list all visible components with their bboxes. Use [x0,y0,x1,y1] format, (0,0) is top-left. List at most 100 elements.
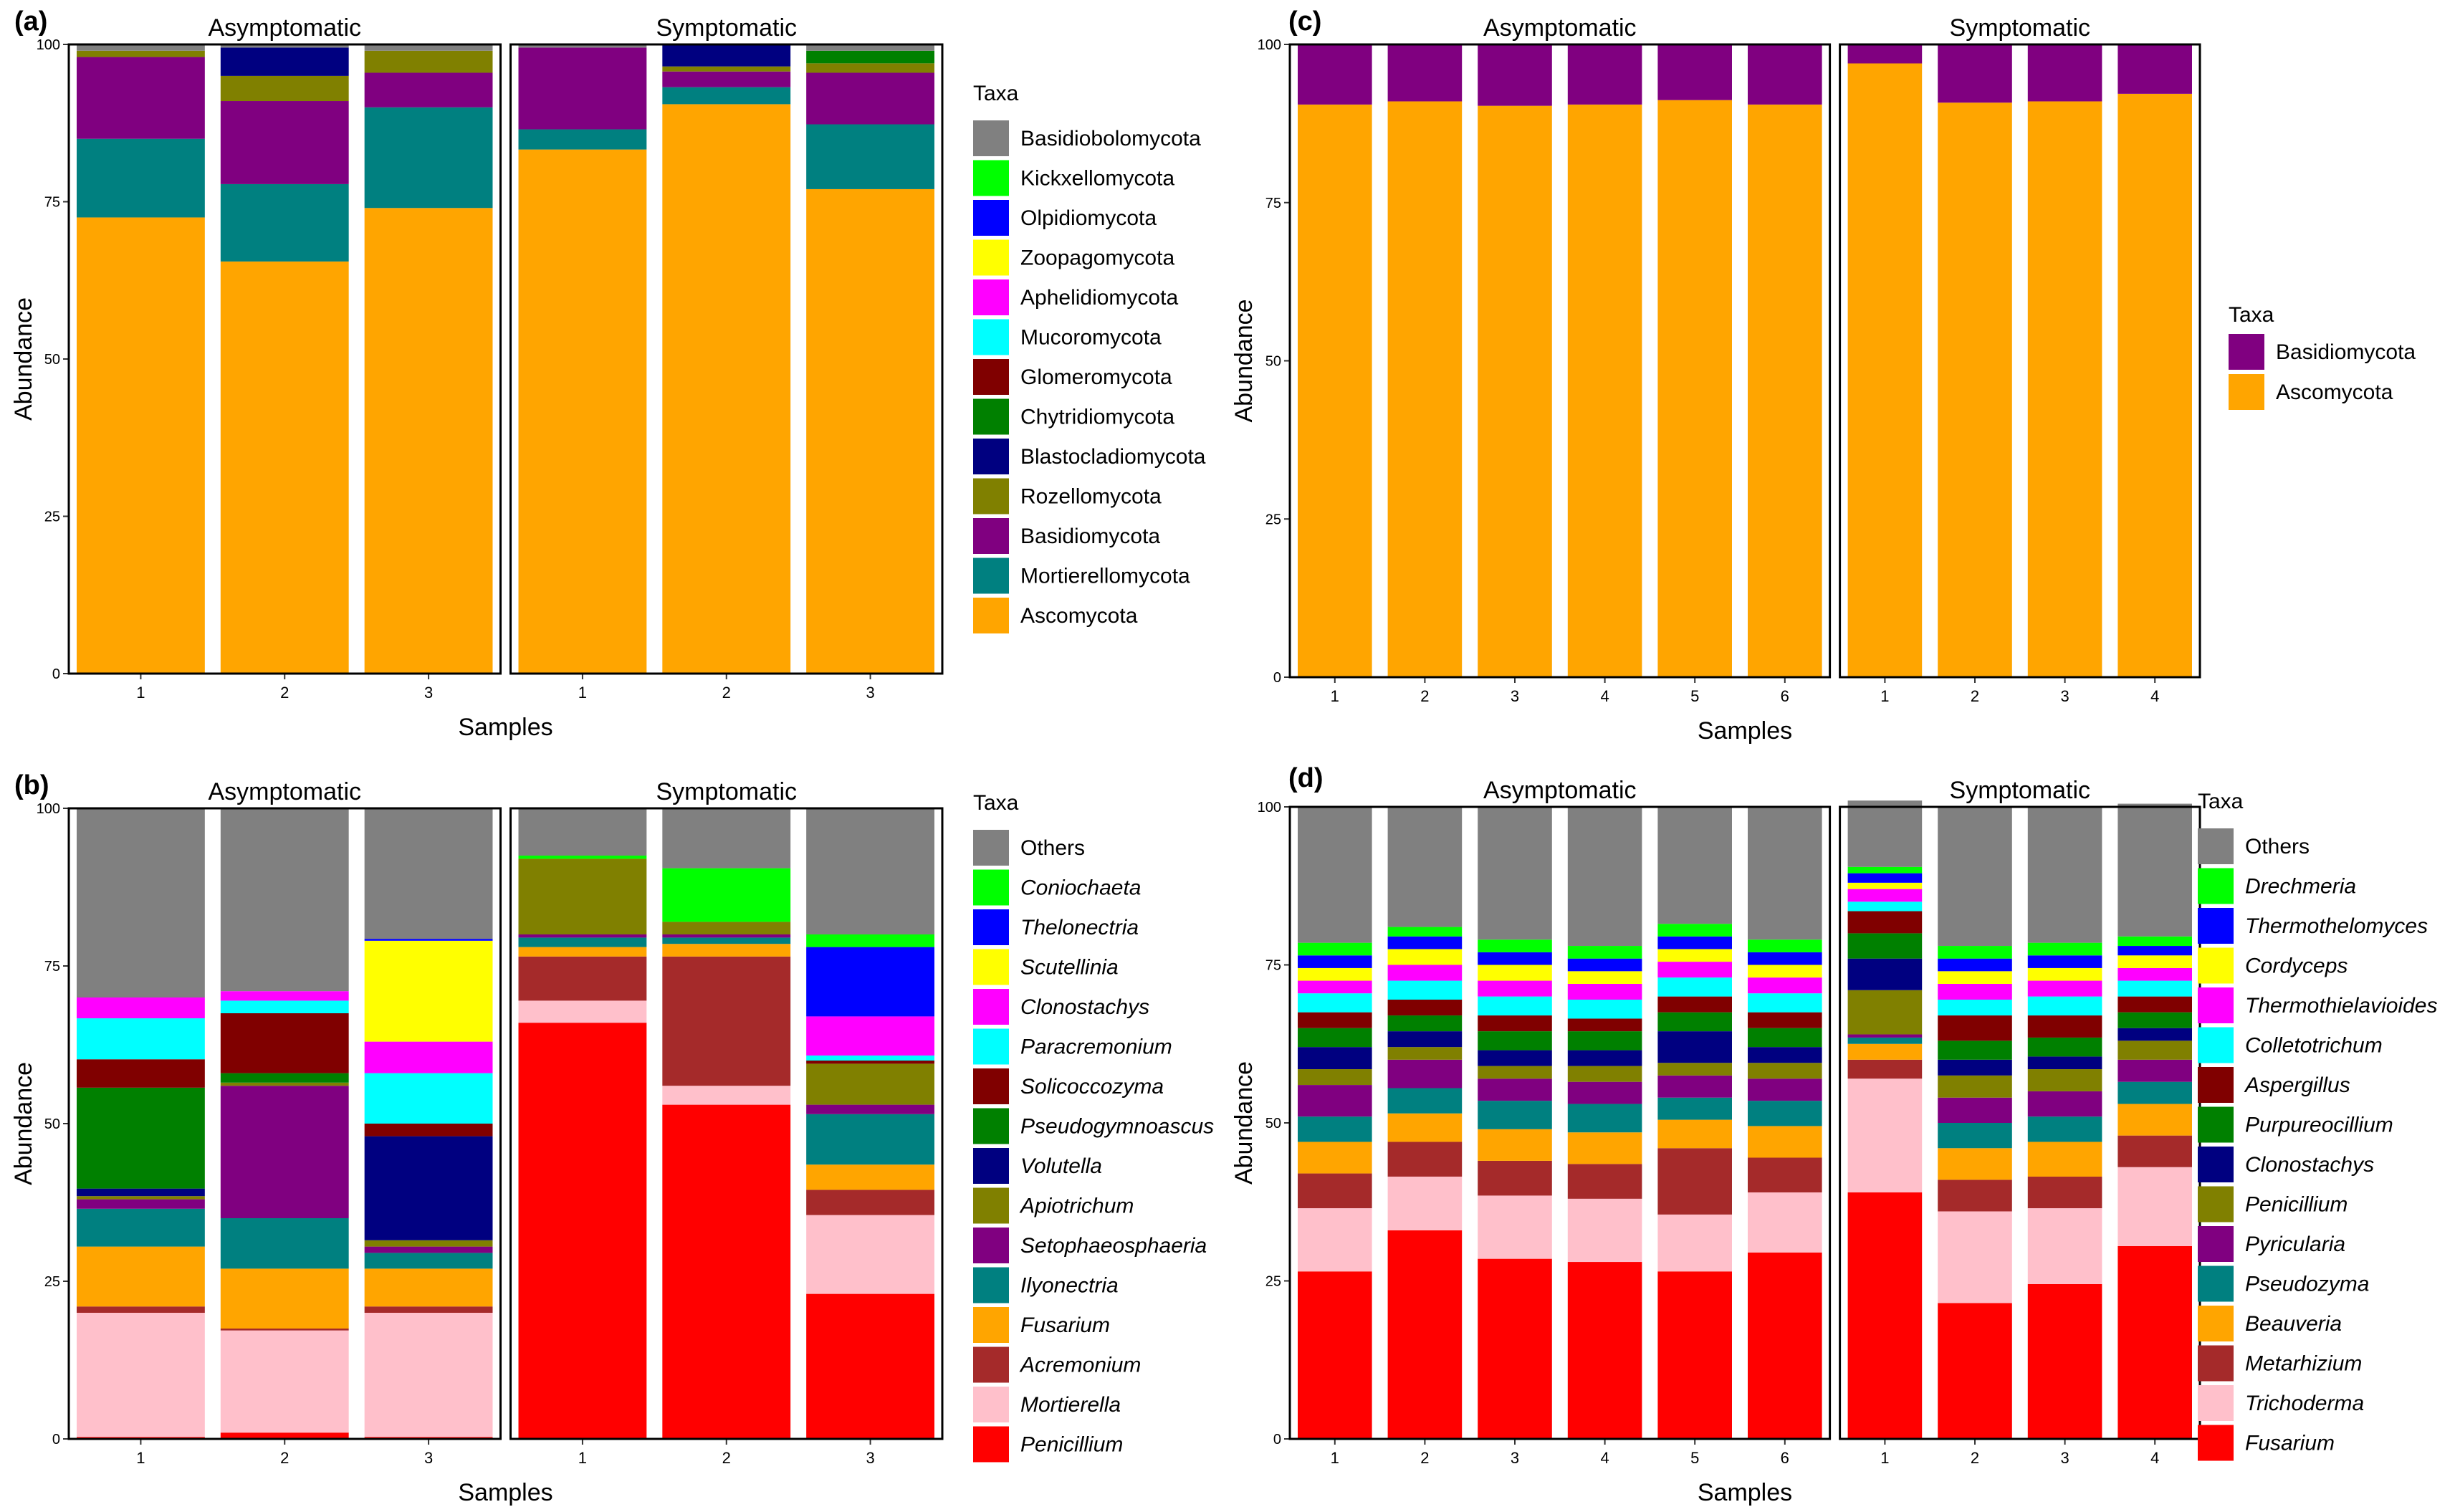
legend-swatch-d-drechmeria [2198,868,2234,904]
legend-swatch-b-paracremonium [973,1028,1009,1065]
bar-segment-d-asymptomatic-s1-cordyceps [1298,967,1372,981]
bar-segment-d-symptomatic-s3-purpureocillium [2027,1037,2102,1057]
bar-segment-d-asymptomatic-s3-fusarium [1478,1258,1552,1439]
bar-segment-d-asymptomatic-s6-penicillium [1748,1063,1822,1079]
bar-segment-d-asymptomatic-s4-colletotrichum [1567,1000,1642,1019]
y-tick-label-d-100: 100 [1258,800,1281,815]
legend-label-b-acremonium: Acremonium [1019,1354,1141,1377]
bar-segment-d-symptomatic-s3-drechmeria [2027,942,2102,956]
bar-segment-a-asymptomatic-s3-ascomycota [364,208,493,674]
bar-segment-d-symptomatic-s1-others [1847,800,1923,867]
x-axis-label-c: Samples [1698,717,1792,745]
bar-segment-d-asymptomatic-s5-colletotrichum [1657,977,1732,997]
bar-segment-b-symptomatic-s2-acremonium [662,956,791,1086]
bar-segment-d-symptomatic-s3-fusarium [2027,1283,2102,1439]
bar-segment-a-asymptomatic-s2-basidiobolomycota [220,44,349,48]
bar-segment-d-asymptomatic-s2-pyricularia [1387,1059,1463,1088]
y-tick-label-a-75: 75 [44,195,60,211]
legend-swatch-b-ilyonectria [973,1267,1009,1303]
bar-segment-a-asymptomatic-s1-rozellomycota [77,50,205,57]
panel-label-a: (a) [14,6,47,37]
x-axis-label-b: Samples [458,1479,552,1506]
bar-segment-d-asymptomatic-s5-clonostachys [1657,1031,1732,1063]
panel-label-b: (b) [14,770,49,800]
bar-segment-d-symptomatic-s2-pyricularia [1938,1097,2012,1123]
bar-segment-a-symptomatic-s3-rozellomycota [806,63,934,73]
bar-segment-d-asymptomatic-s2-penicillium [1387,1047,1463,1060]
bar-segment-b-symptomatic-s1-penicillium [518,1023,647,1439]
bar-segment-d-symptomatic-s1-trichoderma [1847,1078,1923,1193]
legend-swatch-b-apiotrichum [973,1187,1009,1224]
bar-segment-d-symptomatic-s4-thermothelomyces [2117,946,2192,956]
bar-segment-d-symptomatic-s3-thermothielavioides [2027,980,2102,997]
bar-segment-c-symptomatic-s4-basidiomycota [2117,44,2192,94]
bar-segment-a-asymptomatic-s1-ascomycota [77,217,205,674]
bar-segment-d-symptomatic-s3-metarhizium [2027,1176,2102,1209]
facet-a-asymptomatic: Asymptomatic 1 2 3 [67,14,502,702]
bar-segment-d-asymptomatic-s2-fusarium [1387,1230,1463,1439]
bar-segment-c-symptomatic-s1-ascomycota [1847,63,1923,678]
bar-segment-d-asymptomatic-s6-clonostachys [1748,1047,1822,1063]
legend-swatch-a-chytridiomycota [973,398,1009,435]
y-tick-label-d-75: 75 [1265,958,1281,974]
legend-swatch-c-basidiomycota [2229,334,2264,370]
legend-label-d-others: Others [2245,835,2310,858]
facet-b-symptomatic: Symptomatic 1 2 3 [509,778,944,1467]
legend-title-c: Taxa [2229,303,2274,327]
legend-swatch-d-others [2198,828,2234,864]
bar-segment-d-asymptomatic-s2-pseudozyma [1387,1088,1463,1114]
bar-segment-b-symptomatic-s2-fusarium [662,944,791,957]
bar-segment-b-symptomatic-s1-fusarium [518,947,647,957]
bar-segment-d-asymptomatic-s6-colletotrichum [1748,993,1822,1013]
x-tick-label-c-asymptomatic-4: 4 [1600,687,1609,705]
y-tick-label-b-50: 50 [44,1116,60,1132]
bar-segment-d-asymptomatic-s6-aspergillus [1748,1012,1822,1028]
legend-swatch-b-solicoccozyma [973,1068,1009,1104]
bar-segment-d-asymptomatic-s5-thermothelomyces [1657,936,1732,949]
bar-segment-a-asymptomatic-s3-mortierellomycota [364,107,493,209]
bar-segment-d-asymptomatic-s1-thermothelomyces [1298,955,1372,968]
legend-swatch-d-colletotrichum [2198,1027,2234,1063]
x-tick-label-c-symptomatic-2: 2 [1971,687,1979,705]
legend-swatch-b-thelonectria [973,909,1009,945]
bar-segment-d-asymptomatic-s4-purpureocillium [1567,1031,1642,1051]
panel-label-d: (d) [1288,763,1324,793]
legend-label-a-basidiobolomycota: Basidiobolomycota [1020,127,1201,150]
bar-segment-b-asymptomatic-s3-volutella [364,1136,493,1240]
x-tick-label-a-asymptomatic-1: 1 [136,684,145,702]
bar-segment-c-symptomatic-s1-basidiomycota [1847,44,1923,64]
x-tick-label-d-symptomatic-1: 1 [1880,1449,1889,1467]
bar-segment-d-asymptomatic-s4-drechmeria [1567,946,1642,959]
facet-title-c-symptomatic: Symptomatic [1950,14,2091,42]
bar-segment-a-asymptomatic-s3-basidiomycota [364,72,493,107]
legend-label-d-thermothelomyces: Thermothelomyces [2245,914,2428,938]
legend-swatch-d-thermothielavioides [2198,987,2234,1023]
bar-segment-b-symptomatic-s2-setophaeosphaeria [662,934,791,938]
bar-segment-b-symptomatic-s3-fusarium [806,1164,934,1190]
bar-segment-a-asymptomatic-s2-ascomycota [220,261,349,674]
x-tick-label-a-symptomatic-3: 3 [866,684,874,702]
bar-segment-c-symptomatic-s4-ascomycota [2117,93,2192,677]
x-tick-label-c-symptomatic-1: 1 [1880,687,1889,705]
legend-swatch-a-ascomycota [973,598,1009,633]
bar-segment-b-asymptomatic-s3-paracremonium [364,1073,493,1124]
bar-segment-b-symptomatic-s3-penicillium [806,1293,934,1439]
legend-label-d-cordyceps: Cordyceps [2245,954,2348,978]
bar-segment-d-asymptomatic-s4-others [1567,807,1642,947]
y-tick-label-a-25: 25 [44,509,60,525]
legend-swatch-a-basidiobolomycota [973,120,1009,156]
bar-segment-b-symptomatic-s3-apiotrichum [806,1063,934,1105]
x-tick-label-b-symptomatic-3: 3 [866,1449,874,1467]
x-tick-label-b-asymptomatic-3: 3 [424,1449,433,1467]
facet-border-c-asymptomatic [1288,43,1832,679]
bar-segment-d-symptomatic-s1-pyricularia [1847,1034,1923,1038]
x-tick-label-b-asymptomatic-1: 1 [136,1449,145,1467]
legend-label-a-chytridiomycota: Chytridiomycota [1020,406,1174,429]
bar-segment-b-symptomatic-s3-clonostachys [806,1016,934,1056]
legend-label-d-clonostachys: Clonostachys [2245,1153,2374,1177]
x-tick-label-c-symptomatic-4: 4 [2150,687,2159,705]
bar-segment-d-symptomatic-s3-pseudozyma [2027,1116,2102,1142]
x-tick-label-d-asymptomatic-5: 5 [1690,1449,1699,1467]
bar-segment-d-symptomatic-s4-beauveria [2117,1104,2192,1136]
bar-segment-d-asymptomatic-s5-others [1657,807,1732,924]
